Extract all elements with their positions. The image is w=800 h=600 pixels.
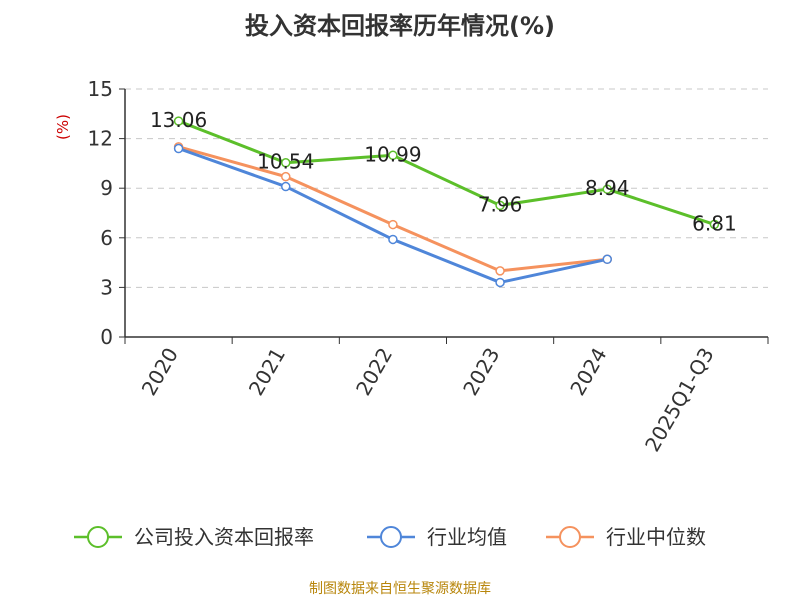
legend-marker [87, 526, 109, 548]
data-point [388, 234, 398, 245]
x-tick-label: 2022 [351, 344, 397, 400]
y-tick-label: 15 [88, 77, 113, 101]
data-label: 10.54 [257, 150, 314, 174]
source-footer: 制图数据来自恒生聚源数据库 [309, 581, 491, 597]
data-point [602, 254, 612, 265]
legend-label: 公司投入资本回报率 [134, 525, 314, 549]
data-label: 8.94 [585, 176, 630, 200]
series-line [178, 147, 608, 284]
data-point [281, 181, 291, 192]
series-line [178, 119, 715, 226]
data-point [495, 277, 505, 288]
data-label: 7.96 [478, 192, 523, 216]
x-tick-label: 2023 [458, 344, 504, 400]
chart-title: 投入资本回报率历年情况(%) [245, 12, 555, 40]
data-point [709, 219, 720, 230]
data-point [602, 184, 612, 194]
data-point [281, 171, 291, 182]
legend-marker [559, 526, 581, 548]
y-tick-label: 6 [100, 226, 113, 250]
y-tick-label: 0 [100, 325, 113, 349]
data-point [173, 116, 184, 126]
data-label: 13.06 [150, 108, 207, 132]
data-point [495, 266, 505, 276]
x-tick-label: 2021 [244, 344, 290, 400]
y-tick-label: 3 [100, 275, 113, 299]
legend-marker [380, 526, 402, 548]
legend-label: 行业均值 [427, 525, 507, 549]
legend-label: 行业中位数 [606, 525, 706, 549]
data-label: 10.99 [364, 142, 421, 166]
y-tick-label: 12 [88, 127, 113, 151]
data-point [281, 157, 291, 168]
x-tick-label: 2025Q1-Q3 [640, 344, 719, 456]
data-label: 6.81 [692, 211, 737, 235]
data-point [495, 200, 505, 211]
data-point [388, 150, 398, 161]
y-axis-label: (%) [54, 114, 72, 140]
data-point [388, 219, 398, 230]
x-tick-label: 2020 [137, 344, 183, 400]
y-tick-label: 9 [100, 176, 113, 200]
data-point [173, 143, 184, 154]
x-tick-label: 2024 [565, 344, 611, 400]
